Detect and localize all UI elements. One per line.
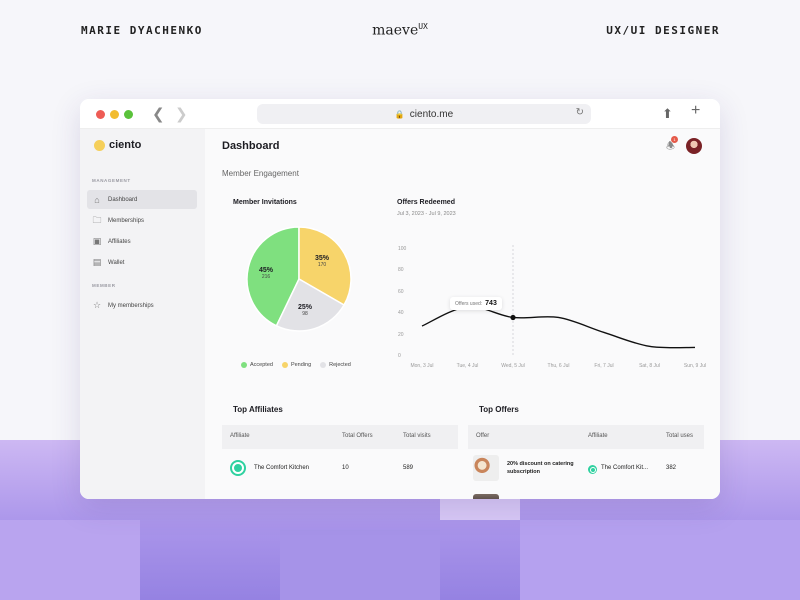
main-content: Dashboard 🕭 1 Member Engagement Member I… — [205, 129, 720, 499]
offers-table-header: Offer Affiliate Total uses — [468, 425, 704, 449]
pie-slice-accepted[interactable] — [246, 226, 300, 327]
invitations-title: Member Invitations — [233, 199, 297, 206]
pie-slice-rejected[interactable] — [275, 277, 346, 332]
briefcase-icon: ▣ — [92, 236, 102, 246]
offer-thumbnail — [473, 494, 499, 499]
x-tick-label: Thu, 6 Jul — [547, 363, 570, 369]
offer-title: 20% discount on catering subscription — [507, 461, 574, 475]
browser-titlebar: ❮ ❯ 🔒 ciento.me ↻ ⬆ + — [80, 99, 720, 129]
column-header-total-uses[interactable]: Total uses — [666, 433, 694, 439]
highlight-point[interactable] — [510, 314, 516, 321]
legend-rejected: Rejected — [320, 362, 351, 368]
legend-swatch-pending — [281, 362, 288, 368]
table-row[interactable]: 20% discount on catering subscription Th… — [468, 449, 704, 491]
designer-name: MARIE DYACHENKO — [81, 24, 203, 37]
sidebar-item-affiliates[interactable]: ▣ Affiliates — [92, 236, 131, 246]
column-header-total-visits[interactable]: Total visits — [403, 433, 431, 439]
pie-legend: Accepted Pending Rejected — [241, 362, 351, 368]
y-tick-label: 60 — [398, 288, 404, 295]
sidebar-section-member: Member — [92, 283, 116, 288]
affiliate-name: The Comfort Kitchen — [254, 465, 310, 471]
chevron-right-icon[interactable]: ❯ — [175, 106, 188, 123]
pie-slice-pending[interactable] — [298, 226, 352, 307]
pie-label-pending: 35% 170 — [315, 255, 330, 268]
affiliate-logo-icon — [230, 460, 246, 476]
chevron-left-icon[interactable]: ❮ — [152, 106, 165, 123]
sidebar-item-wallet[interactable]: ▤ Wallet — [92, 257, 125, 267]
plus-icon[interactable]: + — [691, 102, 701, 119]
table-row[interactable]: The Comfort Kitchen 10 589 — [222, 449, 458, 491]
page-title: Dashboard — [222, 140, 280, 152]
section-subtitle: Member Engagement — [222, 169, 299, 178]
column-header-total-offers[interactable]: Total Offers — [342, 433, 373, 439]
url-text: ciento.me — [409, 108, 454, 120]
y-tick-label: 80 — [398, 267, 404, 274]
minimize-window-button[interactable] — [110, 110, 119, 119]
legend-swatch-accepted — [241, 362, 247, 368]
pie-label-rejected: 25% 98 — [298, 304, 313, 317]
address-bar[interactable]: 🔒 ciento.me ↻ — [257, 104, 591, 124]
offer-total-uses: 382 — [666, 465, 677, 471]
close-window-button[interactable] — [96, 110, 105, 119]
offers-date-range: Jul 3, 2023 - Jul 9, 2023 — [397, 211, 456, 217]
brand-logo: maeveUX — [372, 22, 428, 39]
offers-redeemed-title: Offers Redeemed — [397, 199, 455, 206]
maximize-window-button[interactable] — [124, 110, 133, 119]
top-offers-title: Top Offers — [479, 405, 519, 414]
affiliate-total-offers: 10 — [342, 465, 349, 471]
wallet-icon: ▤ — [92, 257, 102, 267]
y-tick-label: 40 — [398, 310, 404, 317]
pie-svg — [246, 226, 352, 332]
sidebar-item-memberships[interactable]: 🗀 Memberships — [87, 211, 197, 230]
affiliate-logo-icon — [588, 465, 597, 474]
avatar[interactable] — [686, 138, 702, 154]
folder-icon: 🗀 — [92, 214, 102, 225]
home-icon: ⌂ — [94, 194, 100, 205]
browser-window: ❮ ❯ 🔒 ciento.me ↻ ⬆ + ciento Management … — [80, 99, 720, 499]
y-tick-label: 20 — [398, 331, 404, 338]
x-tick-label: Wed, 5 Jul — [501, 363, 525, 369]
star-icon: ☆ — [92, 300, 102, 310]
reload-icon[interactable]: ↻ — [575, 107, 584, 118]
sidebar-section-management: Management — [92, 178, 131, 183]
offer-affiliate: The Comfort Kit... — [601, 465, 649, 471]
offers-line-chart: 100 80 60 40 20 0 Mon, 3 Jul Tue, 4 Jul Wed, 5 … — [392, 239, 712, 384]
pie-label-accepted: 45% 216 — [259, 267, 274, 280]
top-affiliates-title: Top Affiliates — [233, 405, 283, 414]
sidebar-item-dashboard[interactable]: ⌂ Dashboard — [87, 190, 197, 209]
offer-thumbnail — [473, 455, 499, 481]
x-tick-label: Sat, 8 Jul — [639, 363, 660, 369]
designer-role: UX/UI DESIGNER — [606, 24, 720, 37]
legend-accepted: Accepted — [241, 362, 273, 368]
x-tick-label: Sun, 9 Jul — [683, 363, 707, 369]
column-header-affiliate[interactable]: Affiliate — [588, 433, 608, 439]
series-line — [421, 306, 696, 349]
share-icon[interactable]: ⬆ — [662, 106, 673, 121]
legend-swatch-rejected — [320, 362, 327, 368]
sidebar: ciento Management ⌂ Dashboard 🗀 Membersh… — [80, 129, 205, 499]
x-tick-label: Mon, 3 Jul — [410, 363, 434, 369]
x-tick-label: Fri, 7 Jul — [594, 363, 614, 369]
invitations-pie-chart: 45% 216 35% 170 25% 98 — [245, 225, 353, 333]
legend-pending: Pending — [281, 362, 311, 368]
lock-icon: 🔒 — [394, 109, 405, 119]
x-tick-label: Tue, 4 Jul — [456, 363, 479, 369]
sidebar-item-my-memberships[interactable]: ☆ My memberships — [92, 300, 154, 310]
y-tick-label: 100 — [398, 246, 407, 252]
logo-mark-icon — [94, 139, 105, 151]
column-header-offer[interactable]: Offer — [476, 433, 490, 439]
bell-icon[interactable]: 🕭 1 — [666, 136, 678, 156]
affiliates-table-header: Affiliate Total Offers Total visits — [222, 425, 458, 449]
affiliate-total-visits: 589 — [403, 465, 414, 471]
y-tick-label: 0 — [398, 353, 401, 359]
notification-badge: 1 — [671, 136, 678, 143]
app-logo[interactable]: ciento — [94, 139, 141, 151]
chart-tooltip: Offers used: 743 — [450, 297, 502, 310]
column-header-affiliate[interactable]: Affiliate — [230, 433, 250, 439]
